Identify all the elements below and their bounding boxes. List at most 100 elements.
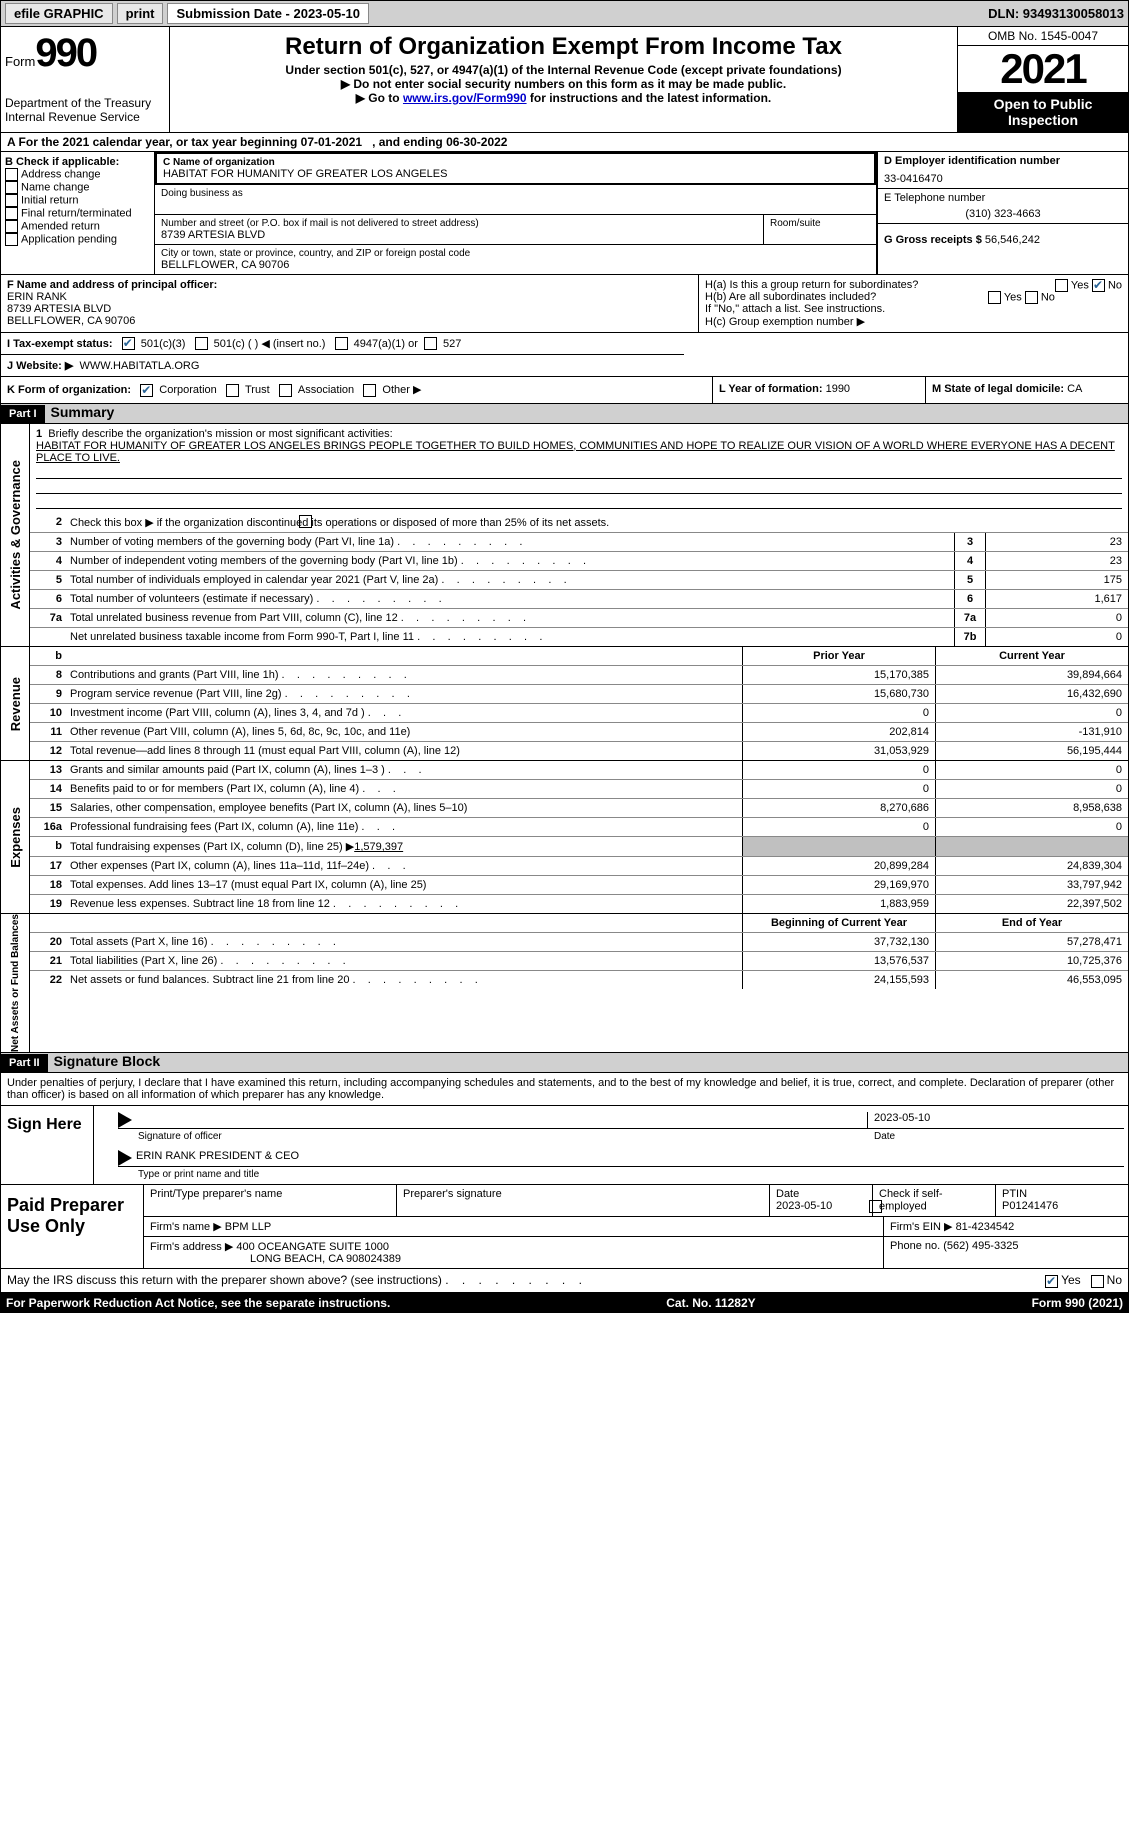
dln-number: DLN: 93493130058013 (988, 6, 1124, 21)
efile-button[interactable]: efile GRAPHIC (5, 3, 113, 24)
mission-text: HABITAT FOR HUMANITY OF GREATER LOS ANGE… (36, 440, 1122, 464)
gross-value: 56,546,242 (985, 234, 1040, 246)
hb-no-checkbox[interactable] (1025, 291, 1038, 304)
q6-label: Total number of volunteers (estimate if … (66, 590, 954, 608)
q22-label: Net assets or fund balances. Subtract li… (66, 971, 742, 989)
ein-label: D Employer identification number (884, 155, 1122, 167)
website-value: WWW.HABITATLA.ORG (79, 360, 199, 372)
discuss-no-checkbox[interactable] (1091, 1275, 1104, 1288)
q7b-label: Net unrelated business taxable income fr… (66, 628, 954, 646)
self-employed-checkbox[interactable] (869, 1200, 882, 1213)
print-button[interactable]: print (117, 3, 164, 24)
q11-prior: 202,814 (742, 723, 935, 741)
tax-status-row: I Tax-exempt status: 501(c)(3) 501(c) ( … (0, 333, 684, 355)
q21-label: Total liabilities (Part X, line 26) (66, 952, 742, 970)
q10-label: Investment income (Part VIII, column (A)… (66, 704, 742, 722)
q15-current: 8,958,638 (935, 799, 1128, 817)
q18-prior: 29,169,970 (742, 876, 935, 894)
org-info-grid: B Check if applicable: Address change Na… (0, 152, 1129, 275)
q18-current: 33,797,942 (935, 876, 1128, 894)
principal-addr1: 8739 ARTESIA BLVD (7, 303, 692, 315)
501c-checkbox[interactable] (195, 337, 208, 350)
501c3-checkbox[interactable] (122, 337, 135, 350)
tel-label: E Telephone number (884, 192, 1122, 204)
form-title: Return of Organization Exempt From Incom… (174, 33, 953, 61)
q22-current: 46,553,095 (935, 971, 1128, 989)
4947-checkbox[interactable] (335, 337, 348, 350)
discuss-yes-checkbox[interactable] (1045, 1275, 1058, 1288)
sign-here-section: Sign Here 2023-05-10 Signature of office… (0, 1106, 1129, 1185)
corp-checkbox[interactable] (140, 384, 153, 397)
q22-prior: 24,155,593 (742, 971, 935, 989)
q9-label: Program service revenue (Part VIII, line… (66, 685, 742, 703)
hc-question: H(c) Group exemption number ▶ (705, 315, 1122, 328)
q18-label: Total expenses. Add lines 13–17 (must eq… (66, 876, 742, 894)
firm-name: BPM LLP (225, 1221, 271, 1233)
hb-note: If "No," attach a list. See instructions… (705, 303, 1122, 315)
dba-label: Doing business as (161, 188, 870, 199)
q5-label: Total number of individuals employed in … (66, 571, 954, 589)
q7a-value: 0 (985, 609, 1128, 627)
tax-year: 2021 (958, 46, 1128, 92)
initial-return-checkbox[interactable] (5, 194, 18, 207)
q8-prior: 15,170,385 (742, 666, 935, 684)
q14-prior: 0 (742, 780, 935, 798)
street-address: 8739 ARTESIA BLVD (161, 229, 757, 241)
application-pending-checkbox[interactable] (5, 233, 18, 246)
print-name-label: Print/Type preparer's name (144, 1185, 397, 1216)
q21-prior: 13,576,537 (742, 952, 935, 970)
ha-question: H(a) Is this a group return for subordin… (705, 279, 1122, 291)
q16a-current: 0 (935, 818, 1128, 836)
q7b-value: 0 (985, 628, 1128, 646)
q19-label: Revenue less expenses. Subtract line 18 … (66, 895, 742, 913)
q3-value: 23 (985, 533, 1128, 551)
irs-link[interactable]: www.irs.gov/Form990 (403, 91, 527, 105)
q14-label: Benefits paid to or for members (Part IX… (66, 780, 742, 798)
assoc-checkbox[interactable] (279, 384, 292, 397)
amended-return-checkbox[interactable] (5, 220, 18, 233)
org-name-label: C Name of organization (163, 157, 868, 168)
q9-current: 16,432,690 (935, 685, 1128, 703)
prior-year-header: Prior Year (742, 647, 935, 665)
ag-vlabel: Activities & Governance (8, 460, 23, 610)
q16b-label: Total fundraising expenses (Part IX, col… (66, 837, 742, 856)
expenses-section: Expenses 13Grants and similar amounts pa… (0, 761, 1129, 914)
form-number: Form990 (5, 31, 165, 76)
paid-preparer-label: Paid Preparer Use Only (1, 1185, 144, 1268)
type-name-label: Type or print name and title (138, 1169, 1124, 1180)
principal-label: F Name and address of principal officer: (7, 279, 692, 291)
city-value: BELLFLOWER, CA 90706 (161, 259, 870, 271)
q2-checkbox[interactable] (299, 515, 312, 528)
trust-checkbox[interactable] (226, 384, 239, 397)
prep-date: 2023-05-10 (776, 1200, 832, 1212)
ha-yes-checkbox[interactable] (1055, 279, 1068, 292)
ha-no-checkbox[interactable] (1092, 279, 1105, 292)
open-public-badge: Open to Public Inspection (958, 92, 1128, 132)
address-change-checkbox[interactable] (5, 168, 18, 181)
other-checkbox[interactable] (363, 384, 376, 397)
q4-label: Number of independent voting members of … (66, 552, 954, 570)
gross-label: G Gross receipts $ (884, 234, 982, 246)
final-return-checkbox[interactable] (5, 207, 18, 220)
activities-governance-section: Activities & Governance 1 Briefly descri… (0, 424, 1129, 648)
exp-vlabel: Expenses (8, 807, 23, 868)
q12-label: Total revenue—add lines 8 through 11 (mu… (66, 742, 742, 760)
sig-officer-label: Signature of officer (138, 1131, 874, 1142)
name-change-checkbox[interactable] (5, 181, 18, 194)
part1-header: Part ISummary (0, 404, 1129, 424)
mission-label: Briefly describe the organization's miss… (48, 428, 392, 440)
submission-date: Submission Date - 2023-05-10 (167, 3, 369, 24)
sig-date-value: 2023-05-10 (867, 1112, 1124, 1128)
state-domicile: CA (1067, 383, 1082, 395)
room-label: Room/suite (770, 218, 870, 229)
q14-current: 0 (935, 780, 1128, 798)
q7a-label: Total unrelated business revenue from Pa… (66, 609, 954, 627)
principal-row: F Name and address of principal officer:… (0, 275, 1129, 333)
current-year-header: Current Year (935, 647, 1128, 665)
527-checkbox[interactable] (424, 337, 437, 350)
q12-current: 56,195,444 (935, 742, 1128, 760)
hb-yes-checkbox[interactable] (988, 291, 1001, 304)
q11-current: -131,910 (935, 723, 1128, 741)
q3-label: Number of voting members of the governin… (66, 533, 954, 551)
q17-current: 24,839,304 (935, 857, 1128, 875)
